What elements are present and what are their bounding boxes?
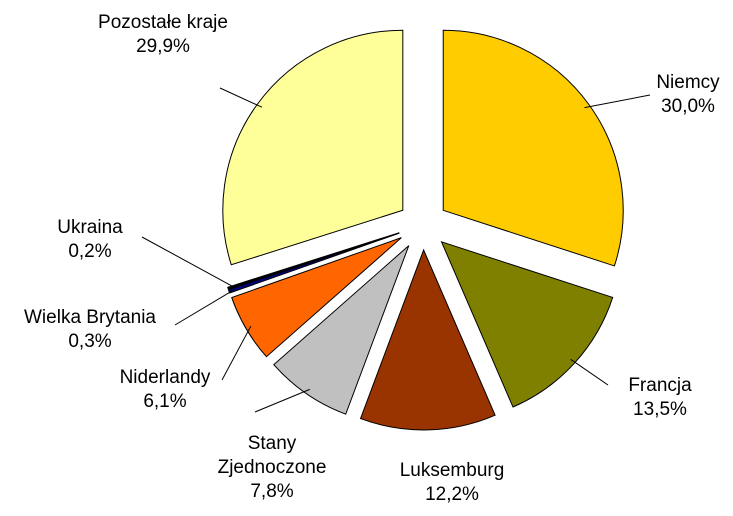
pie-slice — [231, 237, 402, 358]
slice-label: Stany Zjednoczone 7,8% — [207, 432, 337, 504]
leader-line — [219, 87, 263, 108]
category-name: Stany Zjednoczone — [217, 433, 327, 478]
slice-label: Luksemburg 12,2% — [400, 459, 505, 507]
leader-line — [221, 325, 252, 381]
leader-line — [254, 388, 310, 413]
category-name: Niderlandy — [119, 367, 211, 388]
value-label: 13,5% — [633, 399, 687, 420]
value-label: 6,1% — [143, 391, 187, 412]
pie-slice — [273, 245, 410, 415]
category-name: Wielka Brytania — [24, 307, 156, 328]
value-label: 7,8% — [250, 481, 294, 502]
leader-line — [174, 289, 235, 326]
value-label: 0,3% — [68, 331, 112, 352]
value-label: 0,2% — [68, 241, 112, 262]
slice-label: Pozostałe kraje 29,9% — [98, 11, 228, 59]
slice-label: Niemcy 30,0% — [656, 71, 719, 119]
slice-label: Wielka Brytania 0,3% — [24, 306, 156, 354]
category-name: Francja — [628, 375, 692, 396]
leader-line — [141, 236, 234, 288]
category-name: Luksemburg — [399, 460, 505, 481]
value-label: 12,2% — [425, 484, 479, 505]
slice-label: Francja 13,5% — [628, 374, 691, 422]
leader-line — [570, 358, 609, 386]
slice-label: Ukraina 0,2% — [57, 216, 122, 264]
pie-slice — [442, 29, 624, 267]
leader-line — [584, 94, 651, 109]
pie-slice — [359, 248, 496, 431]
value-label: 30,0% — [661, 96, 715, 117]
pie-slice — [440, 241, 614, 408]
pie-slice — [222, 29, 404, 266]
pie-slice — [227, 232, 400, 291]
category-name: Niemcy — [656, 72, 720, 93]
value-label: 29,9% — [136, 36, 190, 57]
category-name: Ukraina — [57, 217, 123, 238]
slice-label: Niderlandy 6,1% — [120, 366, 211, 414]
category-name: Pozostałe kraje — [98, 12, 228, 33]
